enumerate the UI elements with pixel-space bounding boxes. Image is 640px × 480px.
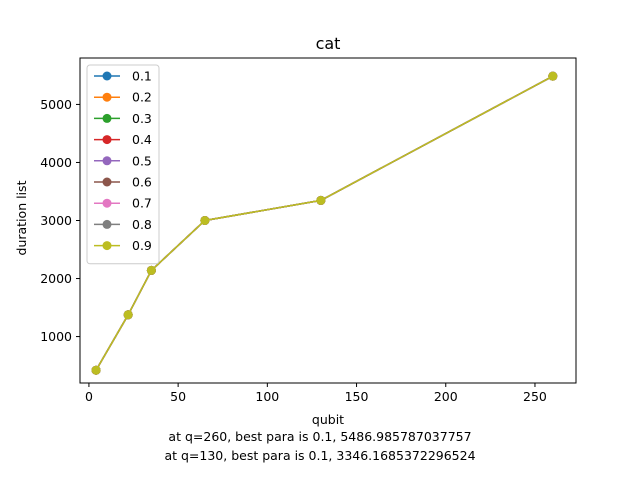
y-tick-label: 2000: [40, 271, 72, 286]
legend-marker: [102, 71, 112, 81]
legend-label: 0.2: [132, 90, 152, 105]
series-layer: [91, 71, 558, 375]
data-point: [548, 71, 558, 81]
legend-label: 0.1: [132, 69, 152, 84]
legend-label: 0.8: [132, 217, 152, 232]
legend-item: 0.1: [94, 69, 152, 84]
caption-best-at-q260: at q=260, best para is 0.1, 5486.9857870…: [168, 429, 472, 444]
legend-label: 0.3: [132, 111, 152, 126]
y-axis-label: duration list: [14, 180, 29, 255]
y-tick-label: 3000: [40, 213, 72, 228]
legend-item: 0.4: [94, 132, 152, 147]
x-tick-label: 0: [85, 389, 93, 404]
x-axis-label: qubit: [312, 412, 344, 427]
legend-label: 0.5: [132, 153, 152, 168]
legend-marker: [102, 177, 112, 187]
legend-marker: [102, 219, 112, 229]
legend-item: 0.3: [94, 111, 152, 126]
y-axis: 1000 2000 3000 4000 5000: [40, 97, 80, 344]
legend-marker: [102, 92, 112, 102]
legend-marker: [102, 135, 112, 145]
data-point: [123, 310, 133, 320]
legend-marker: [102, 113, 112, 123]
y-tick-label: 4000: [40, 155, 72, 170]
legend-item: 0.9: [94, 238, 152, 253]
legend-marker: [102, 241, 112, 251]
legend-item: 0.7: [94, 196, 152, 211]
chart-title: cat: [316, 34, 341, 53]
caption-best-at-q130: at q=130, best para is 0.1, 3346.1685372…: [164, 448, 476, 463]
x-tick-label: 50: [170, 389, 186, 404]
legend-label: 0.4: [132, 132, 152, 147]
legend-item: 0.8: [94, 217, 152, 232]
legend-item: 0.5: [94, 153, 152, 168]
data-point: [316, 195, 326, 205]
x-tick-label: 250: [523, 389, 547, 404]
legend-label: 0.9: [132, 238, 152, 253]
legend-marker: [102, 156, 112, 166]
data-point: [146, 265, 156, 275]
legend-label: 0.6: [132, 175, 152, 190]
y-tick-label: 5000: [40, 97, 72, 112]
data-point: [91, 365, 101, 375]
x-tick-label: 200: [434, 389, 458, 404]
legend: 0.1 0.2 0.3 0.4 0.5 0.6 0.7 0.8 0.9: [86, 64, 160, 265]
x-axis: 0 50 100 150 200 250: [85, 383, 547, 404]
series-line: [95, 75, 554, 371]
legend-item: 0.2: [94, 90, 152, 105]
legend-label: 0.7: [132, 196, 152, 211]
series-0-9: [91, 71, 558, 375]
legend-item: 0.6: [94, 175, 152, 190]
x-tick-label: 100: [255, 389, 279, 404]
legend-marker: [102, 198, 112, 208]
x-tick-label: 150: [345, 389, 369, 404]
data-point: [200, 216, 210, 225]
y-tick-label: 1000: [40, 329, 72, 344]
